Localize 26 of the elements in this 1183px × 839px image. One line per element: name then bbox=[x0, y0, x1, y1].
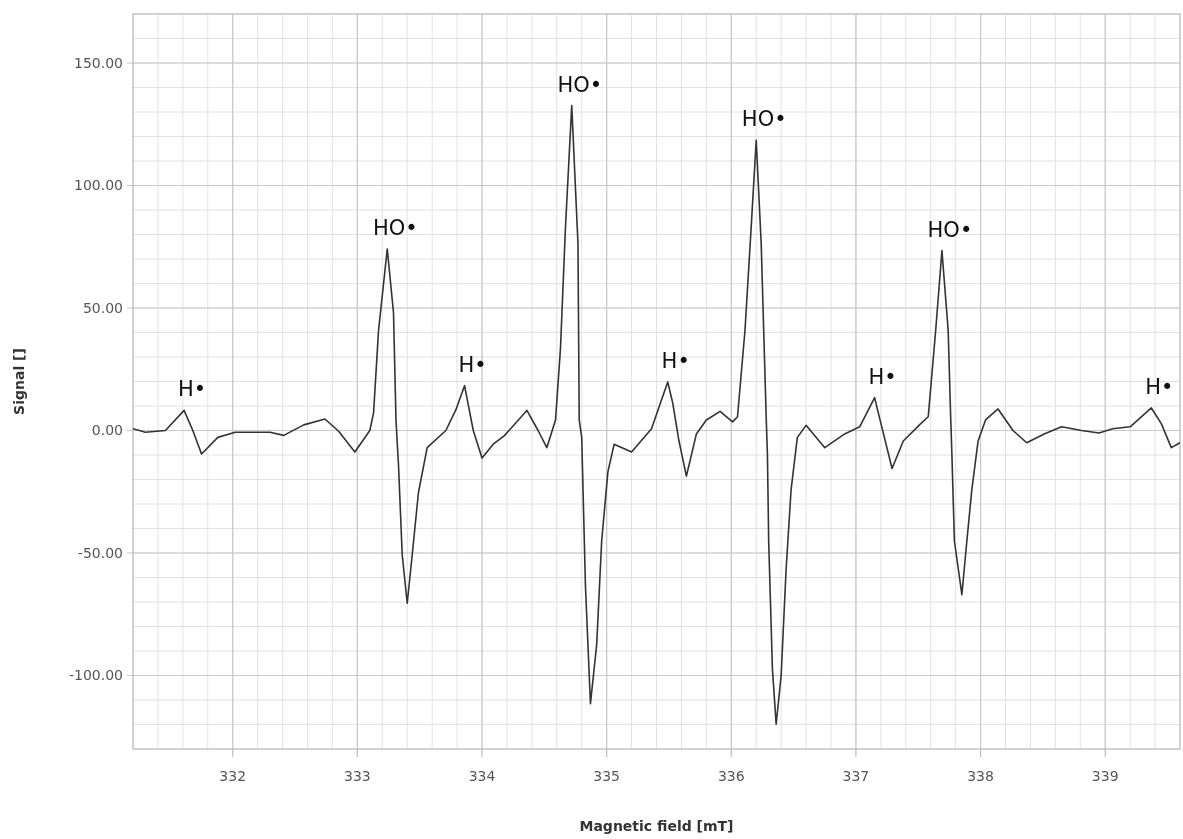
annotation: H• bbox=[178, 377, 207, 402]
y-tick-label: 50.00 bbox=[82, 299, 123, 316]
y-tick-label: -100.00 bbox=[68, 667, 123, 684]
x-axis-title: Magnetic field [mT] bbox=[579, 818, 734, 834]
x-tick-label: 332 bbox=[219, 768, 247, 784]
x-tick-label: 336 bbox=[717, 768, 745, 784]
x-tick-label: 337 bbox=[842, 768, 870, 784]
x-tick-label: 335 bbox=[593, 768, 621, 784]
annotation: HO• bbox=[557, 72, 603, 97]
y-tick-label: 100.00 bbox=[74, 177, 123, 194]
x-tick-label: 339 bbox=[1091, 768, 1119, 784]
annotation: H• bbox=[868, 364, 897, 389]
annotation: H• bbox=[458, 352, 487, 377]
annotation: HO• bbox=[372, 215, 418, 240]
line-series bbox=[133, 104, 1180, 726]
annotation: HO• bbox=[741, 107, 787, 132]
annotation: H• bbox=[1145, 374, 1174, 399]
annotation: H• bbox=[661, 348, 690, 373]
y-tick-label: 0.00 bbox=[91, 422, 123, 439]
x-tick-label: 334 bbox=[468, 768, 496, 784]
y-tick-label: -50.00 bbox=[77, 544, 123, 561]
x-tick-label: 333 bbox=[343, 768, 371, 784]
y-tick-label: 150.00 bbox=[74, 54, 123, 71]
annotation: HO• bbox=[927, 217, 973, 242]
x-tick-label: 338 bbox=[967, 768, 994, 784]
y-axis-title: Signal [] bbox=[11, 348, 27, 415]
